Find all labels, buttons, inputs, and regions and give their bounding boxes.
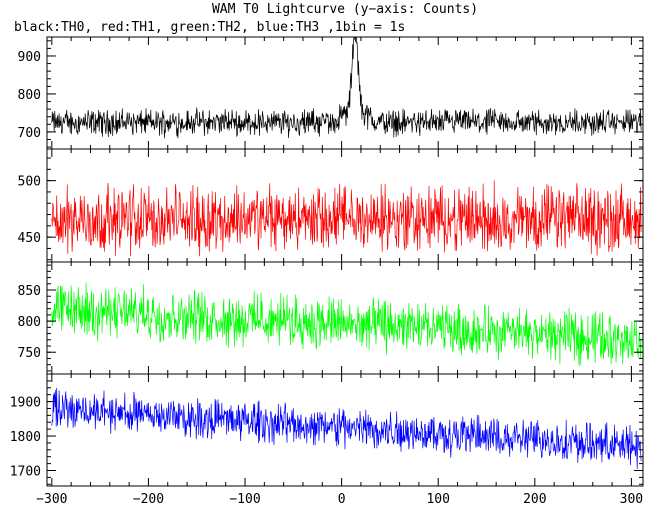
panel-th3: 1700 1800 1900 [10, 373, 644, 487]
y-tick-label: 1900 [10, 396, 41, 411]
panel-th1: 450 500 [18, 148, 644, 263]
y-tick-label: 1700 [10, 464, 41, 479]
series-th3-line [51, 387, 642, 470]
series-th0-line [51, 37, 642, 139]
y-tick-label: 850 [18, 284, 41, 299]
y-tick-label: 750 [18, 346, 41, 361]
x-tick-label: 200 [523, 492, 546, 505]
y-tick-label: 900 [18, 50, 41, 65]
x-tick-label: −100 [229, 492, 260, 505]
figure-title: WAM T0 Lightcurve (y−axis: Counts) [212, 2, 478, 17]
series-th2-line [51, 282, 642, 367]
y-tick-label: 1800 [10, 430, 41, 445]
y-tick-label: 800 [18, 88, 41, 103]
y-tick-label: 500 [18, 175, 41, 190]
x-axis: −300 −200 −100 0 100 200 300 [36, 492, 643, 505]
panels: 700 800 900 450 500 750 800 850 1700 1800 1900 [10, 36, 644, 487]
figure-subtitle: black:TH0, red:TH1, green:TH2, blue:TH3 … [14, 20, 405, 35]
panel-th2: 750 800 850 [18, 261, 644, 375]
x-tick-label: 0 [338, 492, 346, 505]
series-th1-line [51, 180, 642, 257]
panel-th0: 700 800 900 [18, 36, 644, 150]
x-tick-label: 100 [426, 492, 449, 505]
x-tick-label: 300 [620, 492, 643, 505]
x-tick-label: −300 [36, 492, 67, 505]
y-tick-label: 700 [18, 126, 41, 141]
y-tick-label: 450 [18, 231, 41, 246]
panel-frame [46, 373, 644, 487]
y-tick-label: 800 [18, 315, 41, 330]
x-tick-label: −200 [133, 492, 164, 505]
